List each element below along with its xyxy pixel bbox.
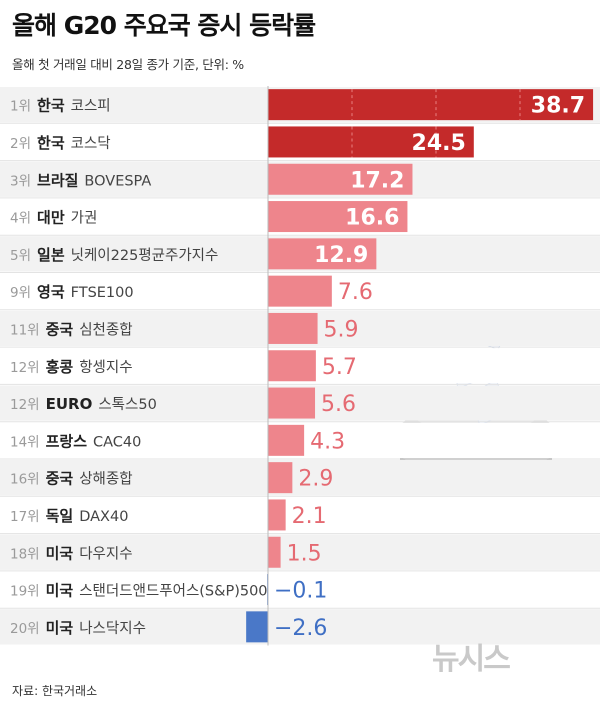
bar-value-label: 24.5 [412, 131, 466, 156]
bar [268, 201, 408, 233]
bar-category-label: 17위 독일 DAX40 [10, 507, 128, 525]
bar-value-label: 5.7 [322, 355, 357, 380]
bar [268, 163, 413, 195]
bar-value-label: 17.2 [350, 168, 404, 193]
bar-value-label: 4.3 [310, 429, 345, 454]
bar [268, 89, 594, 121]
bar-category-label: 2위 한국 코스닥 [10, 134, 111, 152]
bar-category-label: 3위 브라질 BOVESPA [10, 171, 151, 189]
bar [268, 462, 293, 494]
bar-category-label: 11위 중국 심천종합 [10, 320, 133, 338]
bar-category-label: 4위 대만 가권 [10, 209, 97, 227]
row-background [0, 460, 600, 496]
chart-title: 올해 G20 주요국 증시 등락률 [12, 11, 316, 40]
chart-subtitle: 올해 첫 거래일 대비 28일 종가 기준, 단위: % [12, 57, 244, 72]
row-background [0, 609, 600, 645]
bar [268, 275, 332, 307]
bar [268, 499, 286, 531]
bar-category-label: 16위 중국 상해종합 [10, 470, 133, 488]
bar-category-label: 14위 프랑스 CAC40 [10, 432, 141, 450]
bar-value-label: 7.6 [338, 280, 373, 305]
row-background [0, 497, 600, 533]
bar [268, 238, 377, 270]
bar-category-label: 1위 한국 코스피 [10, 97, 111, 115]
bar-value-label: 16.6 [345, 206, 399, 231]
bar-value-label: −2.6 [274, 616, 327, 641]
bar-category-label: 19위 미국 스탠더드앤드푸어스(S&P)500 [10, 582, 268, 600]
bar-category-label: 9위 영국 FTSE100 [10, 283, 134, 301]
bar-value-label: 12.9 [314, 243, 368, 268]
bar [268, 312, 318, 344]
bar [268, 424, 305, 456]
bar [246, 611, 268, 643]
bar [268, 536, 281, 568]
bar-category-label: 5위 일본 닛케이225평균주가지수 [10, 246, 218, 264]
bar-value-label: 5.6 [321, 392, 356, 417]
bar-category-label: 18위 미국 다우지수 [10, 544, 133, 562]
bar-category-label: 12위 홍콩 항셍지수 [10, 358, 133, 376]
bar [268, 350, 316, 382]
bar-value-label: 38.7 [531, 94, 585, 119]
bar-category-label: 20위 미국 나스닥지수 [10, 619, 146, 637]
bar-value-label: 2.9 [298, 467, 333, 492]
row-background [0, 534, 600, 570]
bar-value-label: 2.1 [292, 504, 327, 529]
bar [268, 387, 316, 419]
bar-value-label: 5.9 [324, 317, 359, 342]
bar-category-label: 12위 EURO 스톡스50 [10, 395, 157, 413]
source-note: 자료: 한국거래소 [12, 684, 98, 698]
newsis-logo: 뉴시스 [432, 642, 511, 677]
bar [268, 126, 474, 158]
bar-value-label: −0.1 [274, 579, 327, 604]
bar-value-label: 1.5 [287, 541, 322, 566]
row-background [0, 571, 600, 608]
